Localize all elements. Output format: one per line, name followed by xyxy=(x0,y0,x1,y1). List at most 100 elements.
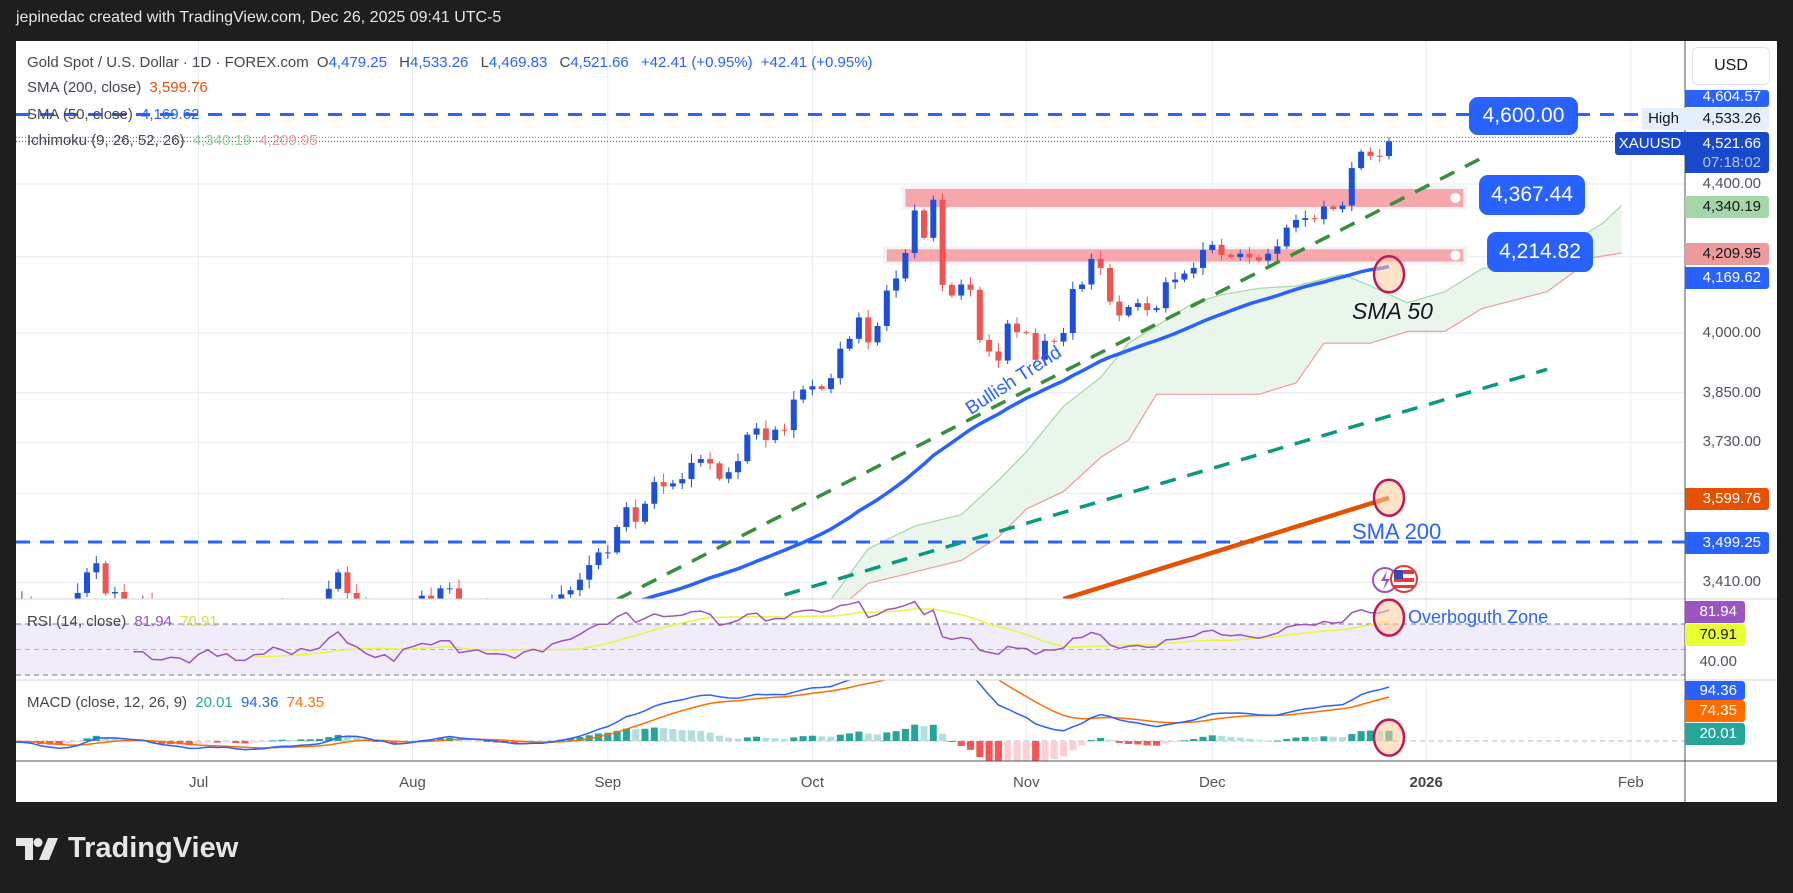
candle xyxy=(1320,200,1327,225)
economic-events[interactable] xyxy=(1372,565,1418,593)
candle xyxy=(921,208,927,240)
level-4600-label[interactable]: 4,600.00 xyxy=(1469,97,1578,135)
x-tick-label: Feb xyxy=(1617,774,1644,791)
candle-body xyxy=(1218,244,1225,255)
candle-body xyxy=(530,611,536,616)
macd-value: 94.36 xyxy=(240,694,279,711)
macd-histogram-bar xyxy=(911,724,919,741)
zone-upper-label[interactable]: 4,367.44 xyxy=(1479,175,1585,215)
macd-histogram-bar xyxy=(250,741,258,743)
low-value: 4,469.83 xyxy=(488,54,548,71)
overbought-zone-annotation[interactable]: Overboguth Zone xyxy=(1408,607,1549,627)
macd-pane[interactable] xyxy=(3,646,1685,766)
candle xyxy=(958,279,965,300)
macd-histogram-bar xyxy=(241,741,249,744)
candle xyxy=(551,594,553,599)
x-tick-label: Jul xyxy=(189,774,209,791)
zone-lower-label[interactable]: 4,214.82 xyxy=(1487,232,1593,272)
axis-tick-3850: 3,850.00 xyxy=(1702,384,1761,401)
candle-body xyxy=(1200,250,1206,268)
candle-body xyxy=(1097,258,1104,268)
tradingview-logo[interactable]: TradingView xyxy=(16,832,238,865)
close-label: C xyxy=(559,54,571,71)
macd-histogram-bar xyxy=(1264,740,1272,742)
candle-body xyxy=(1153,308,1160,311)
macd-histogram-bar xyxy=(157,741,165,744)
macd-legend[interactable]: MACD (close, 12, 26, 9) 20.01 94.36 74.3… xyxy=(27,694,328,711)
candle xyxy=(1293,214,1299,233)
macd-histogram-bar xyxy=(390,741,398,744)
x-tick-label: 2026 xyxy=(1409,774,1443,791)
candle xyxy=(986,334,993,357)
candle xyxy=(540,608,546,619)
candle xyxy=(567,586,574,598)
candle xyxy=(21,591,23,599)
candle-body xyxy=(335,572,342,589)
candle-body xyxy=(1302,218,1309,220)
candle-body xyxy=(976,289,983,341)
candle xyxy=(967,277,974,297)
macd-histogram-bar xyxy=(1134,741,1142,745)
macd-histogram-bar xyxy=(371,741,379,742)
macd-histogram-bar xyxy=(288,740,296,742)
candle xyxy=(576,572,583,597)
sma50-annotation[interactable]: SMA 50 xyxy=(1352,298,1433,324)
candle xyxy=(1162,277,1169,313)
rsi-legend[interactable]: RSI (14, close) 81.94 70.91 xyxy=(27,613,222,630)
macd-histogram-bar xyxy=(929,724,937,741)
candle xyxy=(948,282,955,298)
candle-body xyxy=(586,565,593,580)
price-pane[interactable] xyxy=(0,113,1685,646)
candle-body xyxy=(660,482,667,487)
macd-histogram-bar xyxy=(715,735,723,741)
candle-body xyxy=(790,399,797,431)
candle xyxy=(475,601,481,617)
candle-body xyxy=(1274,246,1281,254)
candle xyxy=(1153,305,1160,313)
candle xyxy=(279,598,285,614)
sma200-annotation[interactable]: SMA 200 xyxy=(1352,519,1442,544)
symbol-legend[interactable]: Gold Spot / U.S. Dollar · 1D · FOREX.com… xyxy=(27,54,877,71)
candle-body xyxy=(1041,340,1048,360)
candle-body xyxy=(874,325,881,343)
tradingview-logo-icon xyxy=(16,837,58,860)
x-tick-label: Nov xyxy=(1012,774,1040,791)
candle xyxy=(1330,204,1337,211)
macd-histogram-bar xyxy=(1162,741,1170,744)
candle xyxy=(1339,201,1346,213)
x-tick-label: Aug xyxy=(399,774,426,791)
currency-button[interactable]: USD xyxy=(1692,47,1770,85)
macd-histogram-bar xyxy=(1022,741,1030,761)
candle xyxy=(1107,264,1113,306)
candle-body xyxy=(818,386,825,390)
candle xyxy=(688,453,695,488)
candle-body xyxy=(921,210,927,238)
macd-histogram-bar xyxy=(464,740,472,742)
candle xyxy=(365,597,367,599)
macd-signal-line xyxy=(16,680,1390,749)
sma200-legend[interactable]: SMA (200, close) 3,599.76 xyxy=(27,79,212,96)
candle xyxy=(1237,249,1244,261)
macd-histogram-bar xyxy=(976,741,984,758)
rsi-band xyxy=(16,624,1685,675)
macd-histogram-bar xyxy=(827,736,835,741)
sma50-legend[interactable]: SMA (50, close) 4,169.62 xyxy=(27,106,203,123)
candle-body xyxy=(279,608,285,614)
rsi-pane[interactable] xyxy=(16,600,1685,676)
macd-histogram-bar xyxy=(297,739,305,741)
candle xyxy=(642,500,648,525)
candle-body xyxy=(623,507,630,528)
trend-line xyxy=(616,156,1483,599)
candle-body xyxy=(762,428,769,441)
macd-histogram-bar xyxy=(1348,734,1356,741)
ichimoku-legend[interactable]: Ichimoku (9, 26, 52, 26) 4,340.19 4,209.… xyxy=(27,132,322,149)
candle-body xyxy=(1023,332,1030,334)
candle xyxy=(1172,272,1179,289)
candle-body xyxy=(93,563,100,573)
x-tick-label: Sep xyxy=(594,774,622,791)
candle xyxy=(725,467,732,484)
macd-histogram-bar xyxy=(1199,736,1207,741)
macd-histogram-bar xyxy=(1190,739,1198,741)
macd-histogram-bar xyxy=(1171,741,1179,742)
